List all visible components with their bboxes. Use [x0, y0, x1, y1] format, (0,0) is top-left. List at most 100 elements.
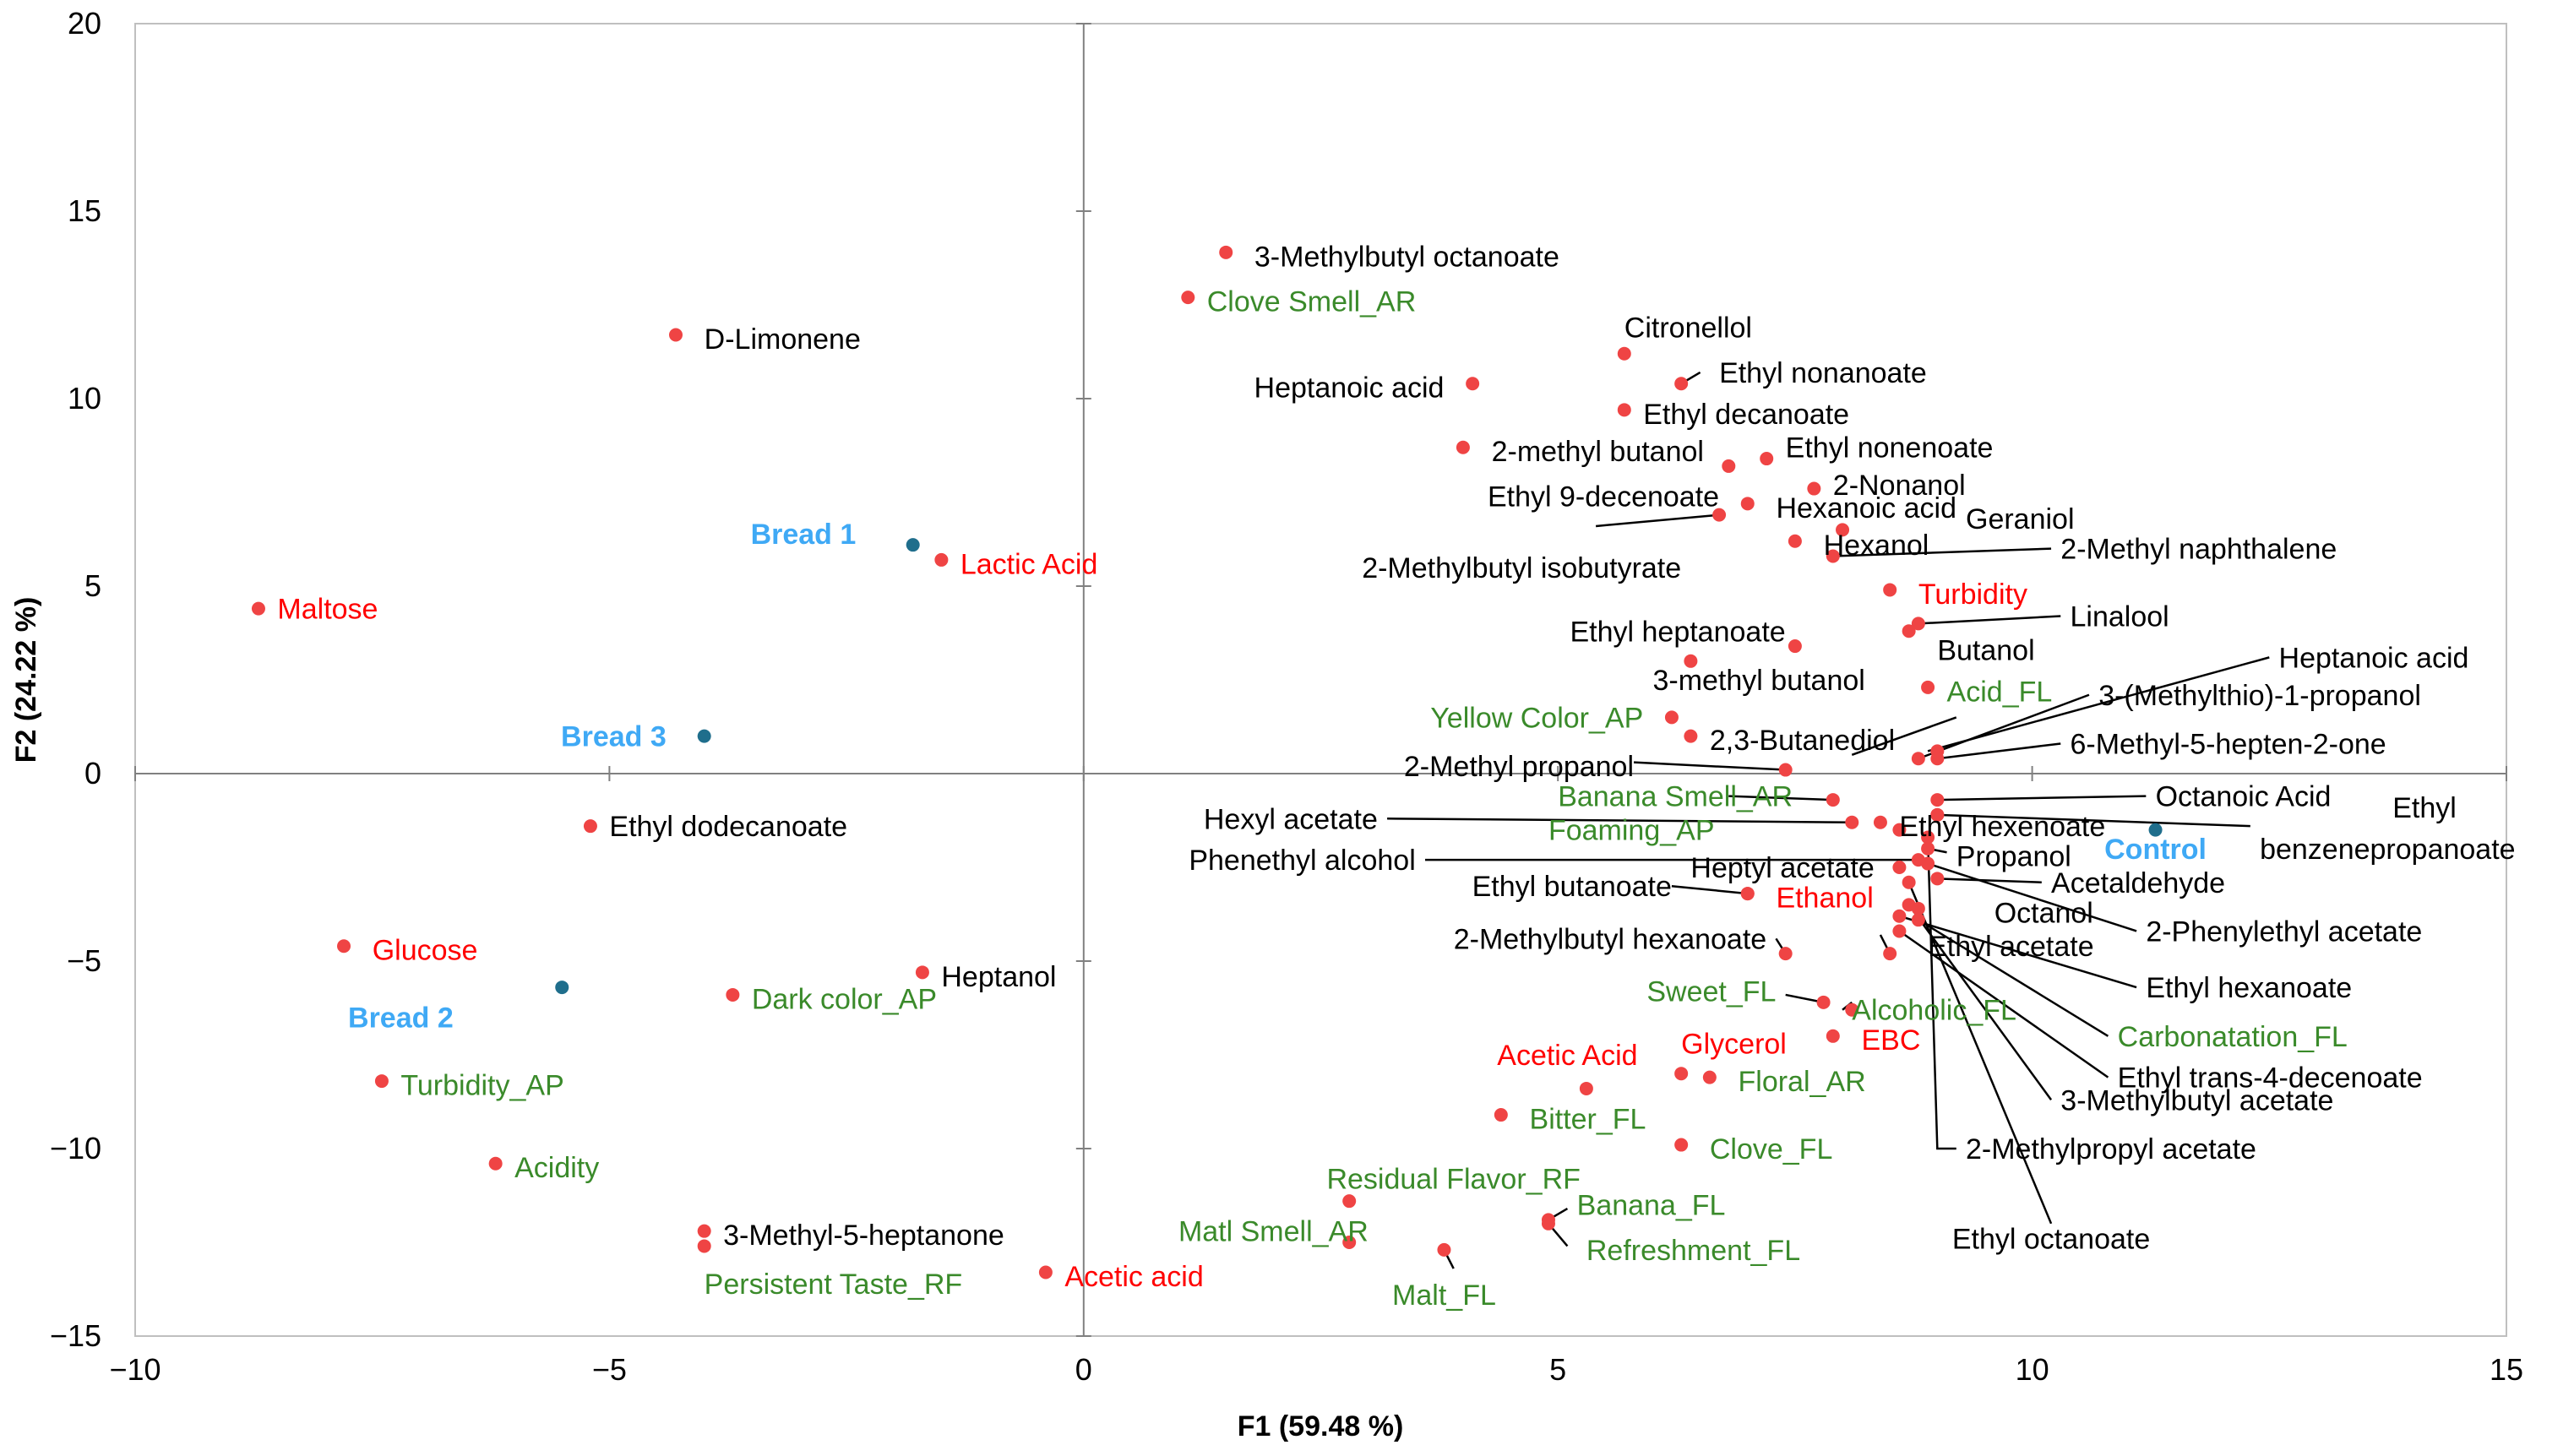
variable-point	[1883, 947, 1897, 961]
variable-point	[1494, 1108, 1508, 1122]
variable-label: Acetic Acid	[1497, 1040, 1637, 1072]
variable-label: Glucose	[373, 935, 478, 967]
variable-point	[1617, 403, 1631, 417]
variable-point	[1760, 452, 1774, 466]
variable-label: Acidity	[514, 1152, 599, 1184]
variable-point	[668, 328, 683, 342]
variable-label: 2-methyl butanol	[1492, 436, 1704, 468]
leader-line	[1927, 862, 2137, 932]
observation-label: Bread 2	[348, 1002, 454, 1035]
variable-label: Ethyl hexanoate	[2146, 972, 2352, 1004]
leader-line	[1937, 742, 2061, 760]
variable-point	[1466, 377, 1480, 391]
variable-label: 2-Methylpropyl acetate	[1966, 1133, 2256, 1165]
variable-point	[1921, 856, 1935, 871]
variable-label: Alcoholic_FL	[1852, 995, 2016, 1027]
variable-point	[1911, 752, 1925, 766]
variable-label: Ethyl butanoate	[1472, 871, 1672, 903]
variable-label: Lactic Acid	[960, 548, 1098, 580]
variable-label: 2-Methylbutyl isobutyrate	[1362, 552, 1681, 584]
variable-point	[1826, 793, 1840, 807]
variable-point	[251, 601, 265, 616]
variable-label: Ethyl nonanoate	[1719, 357, 1927, 389]
variable-label: Ethyl trans-4-decenoate	[2118, 1062, 2423, 1095]
observation-label: Control	[2104, 834, 2207, 866]
variable-point	[915, 965, 929, 980]
y-tick-label: 10	[68, 381, 101, 416]
variable-label: Carbonatation_FL	[2118, 1021, 2348, 1053]
variable-label: Geraniol	[1966, 503, 2075, 535]
variable-label: 6-Methyl-5-hepten-2-one	[2071, 728, 2386, 760]
variable-label: Residual Flavor_RF	[1326, 1164, 1580, 1196]
variable-point	[1911, 913, 1925, 927]
y-tick-label: −5	[67, 943, 101, 978]
variable-point	[1902, 898, 1916, 912]
variable-label: 2-Nonanol	[1833, 470, 1966, 502]
variable-label: Hexanoic acid	[1776, 492, 1956, 524]
variable-point	[1883, 583, 1897, 597]
variable-point	[1778, 763, 1793, 777]
variable-point	[1617, 346, 1631, 361]
variable-label: Ethyl acetate	[1928, 931, 2094, 963]
variable-point	[1579, 1081, 1593, 1095]
variable-point	[1684, 729, 1698, 743]
leader-line	[1851, 716, 1957, 756]
x-tick-label: 0	[1075, 1352, 1092, 1387]
x-tick-label: −10	[109, 1352, 161, 1387]
variable-label: 3-Methylbutyl acetate	[2060, 1084, 2333, 1116]
variable-point	[1342, 1236, 1357, 1249]
variable-point	[1902, 624, 1916, 638]
x-tick-label: 5	[1549, 1352, 1566, 1387]
variable-label: 3-(Methylthio)-1-propanol	[2098, 680, 2421, 712]
variable-point	[1456, 440, 1470, 454]
variable-label: D-Limonene	[705, 323, 861, 356]
variable-point	[1740, 887, 1755, 901]
variable-label: Floral_AR	[1739, 1066, 1866, 1098]
variable-point	[1930, 872, 1945, 886]
variable-point	[1930, 807, 1945, 822]
variable-point	[1892, 909, 1907, 923]
leader-line	[1595, 513, 1720, 528]
observation-point	[555, 981, 569, 995]
variable-label: 3-Methyl-5-heptanone	[723, 1220, 1004, 1252]
variable-point	[1712, 508, 1727, 522]
variable-label: Ethyl hexenoate	[1899, 811, 2105, 843]
variable-label: 2-Methylbutyl hexanoate	[1454, 923, 1766, 955]
variable-point	[337, 939, 351, 953]
variable-label: Yellow Color_AP	[1430, 702, 1643, 734]
variable-label: Ethyl heptanoate	[1570, 616, 1785, 648]
plot-frame	[134, 23, 2507, 1337]
variable-point	[583, 819, 597, 834]
variable-label: Turbidity_AP	[400, 1070, 563, 1102]
variable-label: Linalool	[2071, 601, 2169, 633]
variable-point	[1674, 1138, 1689, 1152]
variable-point	[488, 1156, 503, 1171]
variable-point	[1788, 639, 1802, 654]
y-tick-label: 20	[68, 6, 101, 41]
variable-label: Citronellol	[1624, 312, 1752, 345]
variable-label: 2-Methyl naphthalene	[2060, 534, 2337, 566]
variable-point	[1845, 815, 1859, 829]
variable-label: Ethyl 9-decenoate	[1488, 481, 1719, 513]
variable-point	[1921, 830, 1935, 845]
variable-point	[1788, 534, 1802, 548]
observation-label: Bread 3	[561, 721, 667, 753]
variable-label: Ethyl nonenoate	[1786, 432, 1994, 465]
variable-label: Phenethyl alcohol	[1189, 845, 1415, 877]
points-group	[251, 245, 2163, 1279]
variable-point	[1826, 549, 1840, 563]
leader-line	[1387, 818, 1853, 823]
leader-line	[1918, 693, 2090, 760]
leader-lines-group	[1387, 371, 2270, 1269]
variable-label: Octanoic Acid	[2156, 781, 2332, 813]
y-tick-label: −15	[50, 1318, 101, 1353]
leader-line	[1937, 813, 2250, 828]
leader-line	[1899, 915, 2137, 989]
leader-line	[1898, 930, 2109, 1078]
variable-point	[1674, 1067, 1689, 1081]
variable-point	[1778, 947, 1793, 961]
variable-point	[1845, 1002, 1859, 1017]
variable-point	[1892, 924, 1907, 938]
variable-point	[1702, 1070, 1717, 1084]
